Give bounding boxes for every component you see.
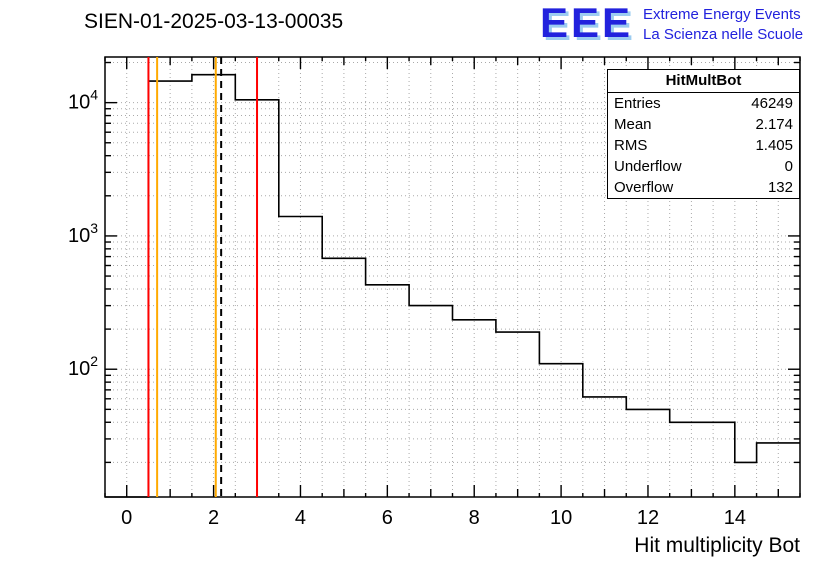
y-tick-label: 104 — [68, 87, 98, 114]
stats-value: 0 — [784, 158, 793, 175]
x-tick-label: 10 — [550, 507, 572, 529]
eee-logo-subtitle: Extreme Energy Events La Scienza nelle S… — [643, 5, 803, 46]
stats-row-overflow: Overflow 132 — [608, 177, 799, 198]
y-tick-label: 102 — [68, 353, 98, 380]
stats-value: 1.405 — [755, 137, 793, 154]
x-axis-title: Hit multiplicity Bot — [634, 534, 800, 557]
y-tick-label: 103 — [68, 220, 98, 247]
x-tick-label: 0 — [121, 507, 132, 529]
axis-tick-labels: 0 2 4 6 8 10 12 14 102 103 104 — [68, 87, 746, 529]
stats-title: HitMultBot — [608, 70, 799, 93]
x-tick-label: 8 — [469, 507, 480, 529]
stats-row-mean: Mean 2.174 — [608, 114, 799, 135]
stats-value: 46249 — [751, 95, 793, 112]
stats-label: Underflow — [614, 158, 682, 175]
stats-label: RMS — [614, 137, 648, 154]
eee-logo-text: EEE — [540, 0, 634, 46]
x-tick-label: 4 — [295, 507, 306, 529]
stats-label: Entries — [614, 95, 661, 112]
x-tick-label: 12 — [637, 507, 659, 529]
plot-frame — [104, 56, 801, 498]
stats-box: HitMultBot Entries 46249 Mean 2.174 RMS … — [607, 69, 800, 199]
stats-value: 2.174 — [755, 116, 793, 133]
stats-row-entries: Entries 46249 — [608, 93, 799, 114]
logo-line-2: La Scienza nelle Scuole — [643, 26, 804, 44]
histogram-line — [105, 73, 800, 498]
stats-label: Overflow — [614, 179, 674, 196]
stats-value: 132 — [767, 179, 793, 196]
plot-title: SIEN-01-2025-03-13-00035 — [84, 10, 344, 33]
eee-logo: EEE Extreme Energy Events La Scienza nel… — [540, 0, 803, 46]
logo-line-1: Extreme Energy Events — [643, 6, 801, 23]
stats-label: Mean — [614, 116, 652, 133]
stats-row-underflow: Underflow 0 — [608, 156, 799, 177]
x-tick-label: 14 — [724, 507, 746, 529]
x-tick-label: 6 — [382, 507, 393, 529]
x-tick-label: 2 — [208, 507, 219, 529]
stats-row-rms: RMS 1.405 — [608, 135, 799, 156]
